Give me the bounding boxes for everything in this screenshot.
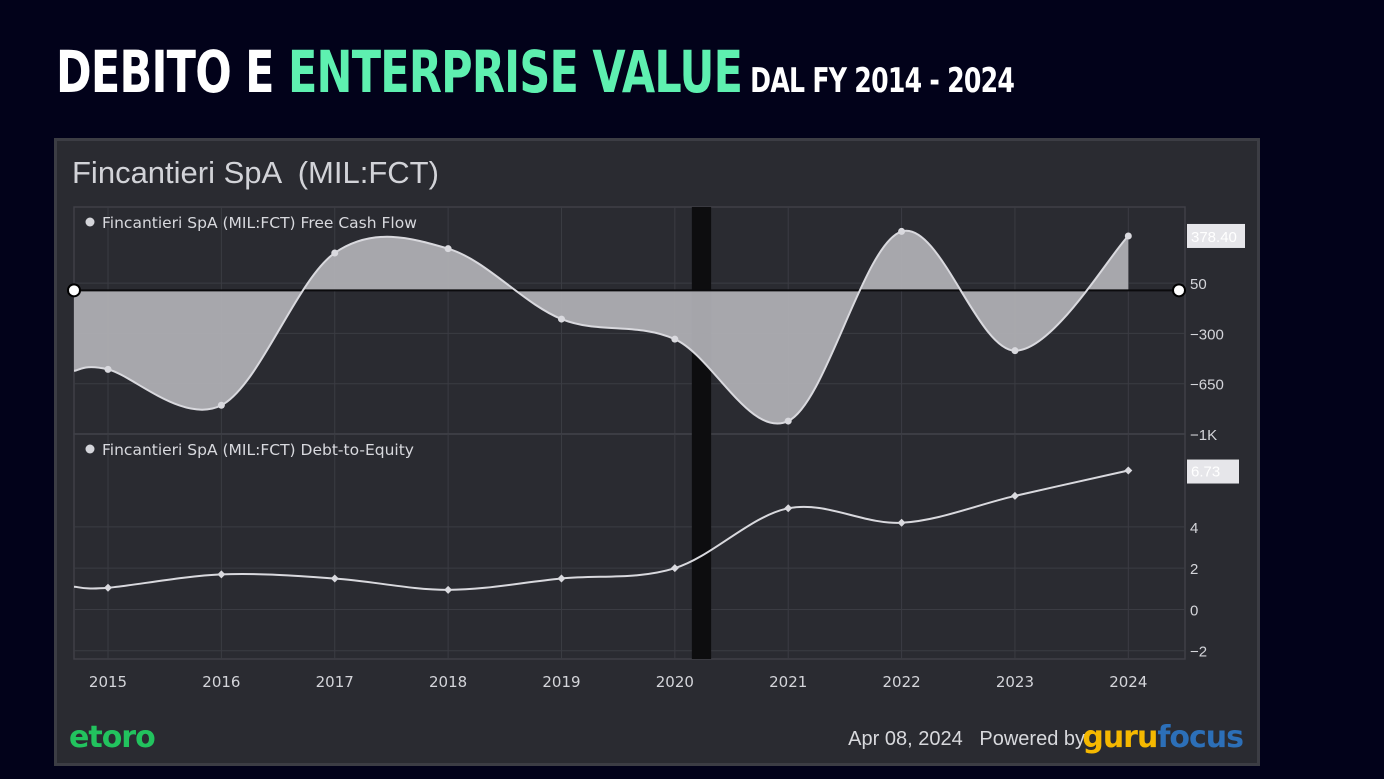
y-tick-label: 50	[1190, 276, 1207, 293]
gurufocus-logo-part2: focus	[1157, 720, 1244, 755]
de-last-value: 6.73	[1191, 464, 1220, 481]
de-point	[670, 564, 679, 573]
fcf-last-value-box	[1187, 223, 1245, 248]
y-tick-label: 2	[1190, 561, 1198, 578]
y-tick-label: 4	[1190, 520, 1198, 537]
chart-date: Apr 08, 2024	[848, 728, 963, 750]
de-legend-label: Fincantieri SpA (MIL:FCT) Debt-to-Equity	[102, 441, 414, 459]
title-part-period: dal FY 2014 - 2024	[742, 61, 1015, 101]
de-point	[444, 585, 453, 594]
x-tick-label: 2018	[429, 673, 467, 691]
x-tick-label: 2020	[656, 673, 694, 691]
x-tick-label: 2024	[1109, 673, 1147, 691]
title-part-debito: Debito e	[56, 38, 288, 106]
baseline-handle-right	[1172, 283, 1186, 298]
fcf-legend-label: Fincantieri SpA (MIL:FCT) Free Cash Flow	[102, 214, 417, 232]
gurufocus-logo: gurufocus	[1082, 720, 1244, 755]
chart-panel: Fincantieri SpA (MIL:FCT) 50 −300 −650 −1K 4…	[54, 138, 1260, 766]
x-tick-label: 2015	[89, 673, 127, 691]
pane-frame	[73, 433, 1186, 660]
x-tick-label: 2017	[316, 673, 354, 691]
fcf-point	[784, 417, 792, 425]
de-legend-marker	[85, 444, 95, 454]
fcf-point	[1124, 232, 1132, 240]
x-tick-label: 2022	[882, 673, 920, 691]
x-tick-label: 2016	[202, 673, 240, 691]
y-tick-label: −1K	[1190, 427, 1217, 444]
slide-title: Debito e Enterprise Value dal FY 2014 - …	[56, 38, 1015, 106]
fcf-last-value: 378.40	[1191, 229, 1237, 246]
fcf-point	[331, 249, 339, 257]
fcf-point	[444, 245, 452, 253]
etoro-logo: etoro	[69, 720, 156, 755]
de-point	[557, 574, 566, 583]
de-point	[330, 574, 339, 583]
powered-by-label: Powered by	[979, 728, 1085, 750]
fcf-point	[104, 365, 112, 373]
fcf-point	[557, 315, 565, 323]
gurufocus-chart: 50 −300 −650 −1K 4 2 0 −2 2015 2016 2017 2018 2019 20…	[67, 206, 1245, 691]
de-point	[784, 504, 793, 513]
recession-band	[691, 207, 712, 659]
y-tick-label: −2	[1190, 644, 1207, 661]
fcf-legend-marker	[85, 217, 95, 227]
de-line	[73, 469, 1129, 591]
de-point	[1010, 491, 1019, 500]
x-tick-label: 2021	[769, 673, 807, 691]
y-tick-label: 0	[1190, 602, 1198, 619]
fcf-point	[217, 401, 225, 409]
fcf-point	[898, 227, 906, 235]
fcf-point	[1011, 347, 1019, 355]
company-title: Fincantieri SpA (MIL:FCT)	[72, 155, 439, 190]
de-point	[897, 518, 906, 527]
de-point	[104, 583, 113, 592]
baseline-handle-left	[67, 283, 81, 298]
de-point	[1124, 466, 1133, 475]
y-tick-label: −300	[1190, 326, 1224, 343]
x-tick-label: 2019	[542, 673, 580, 691]
fcf-point	[671, 335, 679, 343]
footer-date-credit: Apr 08, 2024 Powered by	[848, 728, 1085, 751]
de-point	[217, 570, 226, 579]
title-part-enterprise-value: Enterprise Value	[287, 38, 743, 106]
y-tick-label: −650	[1190, 377, 1224, 394]
de-last-value-box	[1187, 459, 1239, 484]
x-tick-label: 2023	[996, 673, 1034, 691]
gurufocus-logo-part1: guru	[1082, 720, 1158, 755]
